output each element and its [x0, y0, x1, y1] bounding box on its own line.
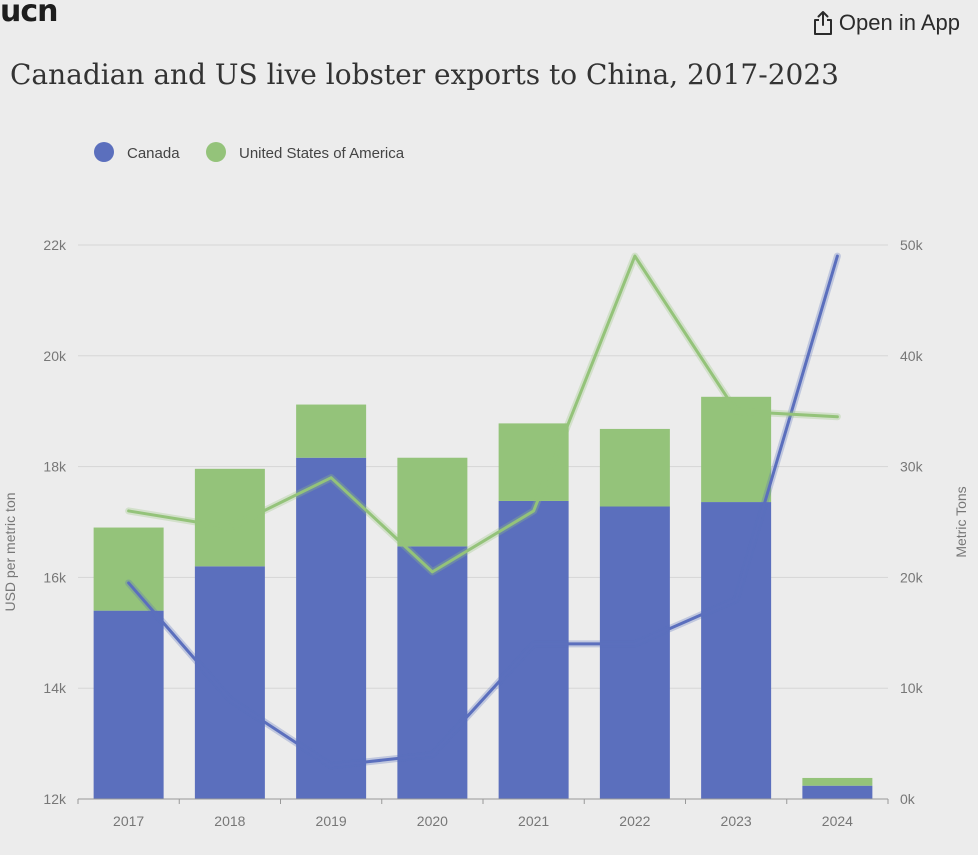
open-in-app-button[interactable]: Open in App	[811, 10, 960, 36]
y-left-tick-label: 16k	[43, 569, 67, 585]
bar-canada-2022	[599, 506, 670, 799]
y-left-tick-label: 22k	[43, 237, 67, 253]
bar-canada-2019	[296, 457, 367, 799]
bar-usa-2020	[397, 457, 468, 547]
legend-label-canada: Canada	[127, 145, 180, 162]
x-tick-label: 2017	[113, 813, 144, 829]
open-in-app-label: Open in App	[838, 10, 960, 35]
bar-usa-2024	[802, 777, 873, 786]
bar-usa-2023	[701, 396, 772, 503]
legend: Canada United States of America	[94, 142, 405, 162]
y-right-tick-label: 40k	[900, 348, 924, 364]
y-right-tick-label: 10k	[900, 680, 924, 696]
x-tick-label: 2019	[316, 813, 347, 829]
y-left-tick-label: 18k	[43, 459, 67, 475]
chart-title: Canadian and US live lobster exports to …	[10, 58, 839, 91]
ucn-logo[interactable]: ucn	[0, 0, 58, 29]
lines	[125, 252, 841, 770]
bar-usa-2017	[93, 527, 164, 611]
bar-usa-2021	[498, 423, 569, 501]
legend-label-usa: United States of America	[239, 145, 405, 162]
bar-usa-2019	[296, 404, 367, 458]
y-right-tick-label: 30k	[900, 459, 924, 475]
x-tick-label: 2022	[619, 813, 650, 829]
bar-canada-2017	[93, 610, 164, 799]
legend-swatch-usa	[206, 142, 226, 162]
x-tick-label: 2018	[214, 813, 245, 829]
x-tick-label: 2024	[822, 813, 853, 829]
y-right-tick-label: 50k	[900, 237, 924, 253]
line-canada	[127, 254, 839, 768]
x-tick-label: 2020	[417, 813, 448, 829]
legend-swatch-canada	[94, 142, 114, 162]
bar-usa-2022	[599, 428, 670, 507]
y-right-tick-label: 20k	[900, 569, 924, 585]
bar-canada-2021	[498, 500, 569, 799]
x-tick-label: 2023	[721, 813, 752, 829]
y-right-axis-label: Metric Tons	[953, 486, 969, 557]
y-right-tick-label: 0k	[900, 791, 916, 807]
bar-canada-2020	[397, 546, 468, 799]
axes: 12k 0k 14k 10k 16k 20k 18k 30k 20k 40k 22k 50k 2017 2…	[2, 237, 969, 829]
line-usa	[127, 254, 839, 574]
y-left-tick-label: 14k	[43, 680, 67, 696]
x-tick-label: 2021	[518, 813, 549, 829]
y-left-tick-label: 12k	[43, 791, 67, 807]
y-left-axis-label: USD per metric ton	[2, 492, 18, 611]
bar-canada-2023	[701, 502, 772, 799]
bars	[93, 396, 873, 799]
bar-canada-2024	[802, 785, 873, 799]
y-left-tick-label: 20k	[43, 348, 67, 364]
bar-canada-2018	[194, 566, 265, 799]
share-icon	[813, 11, 832, 35]
